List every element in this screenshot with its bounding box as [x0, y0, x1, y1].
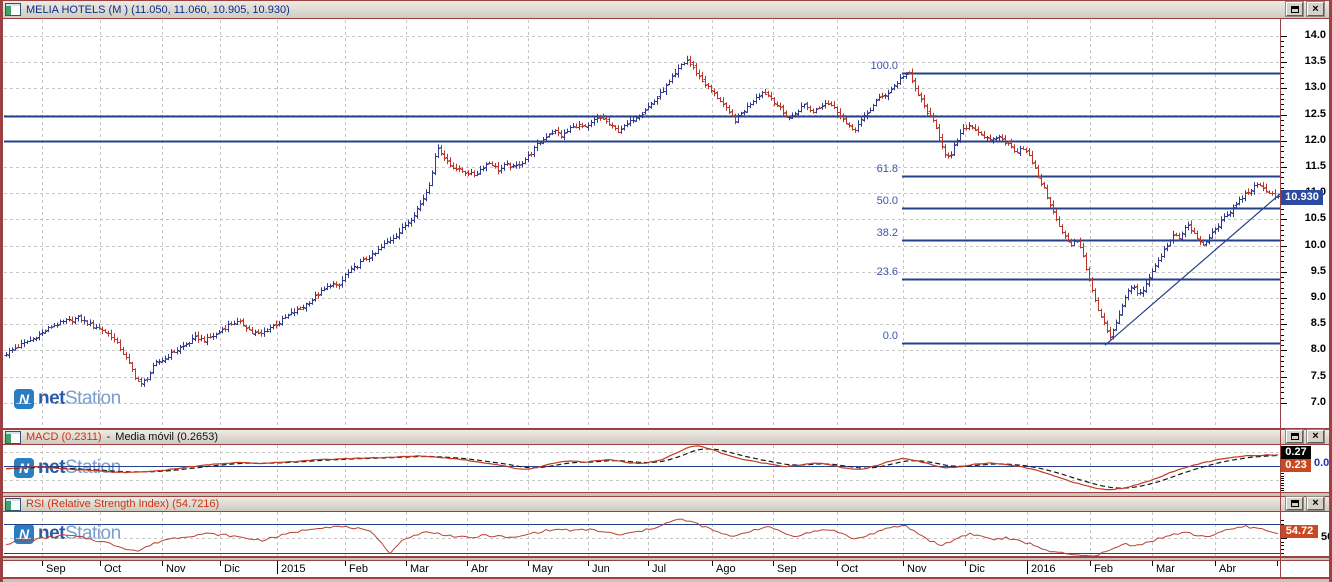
- divider: [0, 496, 1332, 497]
- price-tick-label: 13.5: [1304, 55, 1326, 67]
- month-label: Abr: [1219, 563, 1237, 575]
- fibonacci-level-label: 0.0: [882, 330, 898, 342]
- month-label: Mar: [1156, 563, 1175, 575]
- axis-divider: [1280, 19, 1281, 577]
- month-label: Nov: [166, 563, 186, 575]
- divider: [0, 428, 1332, 430]
- divider: [0, 556, 1332, 558]
- fibonacci-level-label: 100.0: [870, 60, 898, 72]
- price-tick-label: 10.0: [1304, 239, 1326, 251]
- watermark-station-text: Station: [65, 457, 121, 478]
- macd-signal-value-badge: 0.27: [1281, 446, 1311, 459]
- restore-icon: [1290, 5, 1299, 13]
- macd-value-badge: 0.23: [1281, 459, 1311, 472]
- close-button[interactable]: ×: [1306, 429, 1325, 444]
- close-button[interactable]: ×: [1306, 496, 1325, 511]
- price-tick-label: 13.0: [1304, 81, 1326, 93]
- macd-ma-title: Media móvil (0.2653): [115, 431, 218, 443]
- month-label: Feb: [349, 563, 368, 575]
- restore-button[interactable]: [1285, 1, 1304, 17]
- restore-button[interactable]: [1285, 429, 1304, 444]
- rsi-value-badge: 54.72: [1281, 525, 1318, 538]
- main-price-chart[interactable]: [3, 19, 1329, 428]
- macd-chart[interactable]: [3, 445, 1329, 492]
- price-tick-label: 9.0: [1310, 291, 1326, 303]
- divider: [0, 492, 1332, 493]
- rsi-titlebar[interactable]: RSI (Relative Strength Index) (54.7216): [1, 497, 1331, 511]
- month-label: 2016: [1031, 563, 1056, 575]
- price-tick-label: 7.0: [1310, 396, 1326, 408]
- close-icon: ×: [1312, 2, 1319, 15]
- price-tick-label: 14.0: [1304, 29, 1326, 41]
- month-label: Oct: [104, 563, 122, 575]
- macd-titlebar[interactable]: MACD (0.2311) - Media móvil (0.2653): [1, 430, 1331, 444]
- macd-axis-zero-label: 0.0: [1314, 457, 1330, 469]
- divider: [0, 560, 1332, 561]
- time-axis[interactable]: [3, 561, 1329, 577]
- rsi-window-buttons: ×: [1285, 496, 1325, 511]
- price-tick-label: 12.5: [1304, 108, 1326, 120]
- close-button[interactable]: ×: [1306, 1, 1325, 17]
- chart-window-icon: [5, 430, 21, 444]
- month-label: Oct: [841, 563, 859, 575]
- month-label: May: [532, 563, 553, 575]
- close-icon: ×: [1312, 497, 1319, 509]
- month-label: Ago: [716, 563, 736, 575]
- divider: [0, 444, 1332, 445]
- macd-title: MACD (0.2311): [26, 431, 102, 443]
- month-label: Abr: [471, 563, 489, 575]
- time-axis-bg: [3, 561, 1329, 577]
- month-label: Sep: [46, 563, 66, 575]
- fibonacci-level-label: 61.8: [876, 163, 898, 175]
- month-label: Dic: [969, 563, 985, 575]
- main-window-buttons: ×: [1285, 1, 1325, 17]
- price-tick-label: 10.5: [1304, 212, 1326, 224]
- price-tick-label: 8.5: [1310, 317, 1326, 329]
- last-price-badge: 10.930: [1281, 190, 1323, 205]
- month-label: Feb: [1094, 563, 1113, 575]
- fibonacci-level-label: 38.2: [876, 227, 898, 239]
- month-label: 2015: [281, 563, 306, 575]
- divider: [0, 0, 1332, 1]
- restore-icon: [1290, 433, 1299, 440]
- month-label: Jul: [652, 563, 667, 575]
- rsi-chart[interactable]: [3, 512, 1329, 556]
- macd-title-separator: -: [106, 431, 111, 443]
- fibonacci-level-label: 50.0: [876, 195, 898, 207]
- divider: [0, 18, 1332, 19]
- month-label: Jun: [592, 563, 610, 575]
- month-label: Dic: [224, 563, 240, 575]
- price-tick-label: 12.0: [1304, 134, 1326, 146]
- fibonacci-level-label: 23.6: [876, 266, 898, 278]
- month-label: Nov: [907, 563, 927, 575]
- window-right-border: [1329, 0, 1332, 582]
- restore-button[interactable]: [1285, 496, 1304, 511]
- close-icon: ×: [1312, 430, 1319, 442]
- window-left-border: [0, 0, 3, 582]
- month-label: Mar: [410, 563, 429, 575]
- main-chart-titlebar[interactable]: MELIA HOTELS (M ) (11.050, 11.060, 10.90…: [1, 1, 1331, 18]
- month-label: Sep: [777, 563, 797, 575]
- price-tick-label: 8.0: [1310, 343, 1326, 355]
- price-tick-label: 9.5: [1310, 265, 1326, 277]
- macd-window-buttons: ×: [1285, 429, 1325, 444]
- rsi-title: RSI (Relative Strength Index) (54.7216): [26, 498, 220, 510]
- price-tick-label: 7.5: [1310, 370, 1326, 382]
- divider: [0, 577, 1332, 579]
- restore-icon: [1290, 500, 1299, 507]
- price-tick-label: 11.5: [1305, 160, 1326, 172]
- divider: [0, 511, 1332, 512]
- chart-window-icon: [5, 497, 21, 511]
- rsi-axis-50-label: 50: [1321, 531, 1332, 543]
- chart-window-icon: [5, 3, 21, 16]
- main-chart-title: MELIA HOTELS (M ) (11.050, 11.060, 10.90…: [26, 3, 290, 16]
